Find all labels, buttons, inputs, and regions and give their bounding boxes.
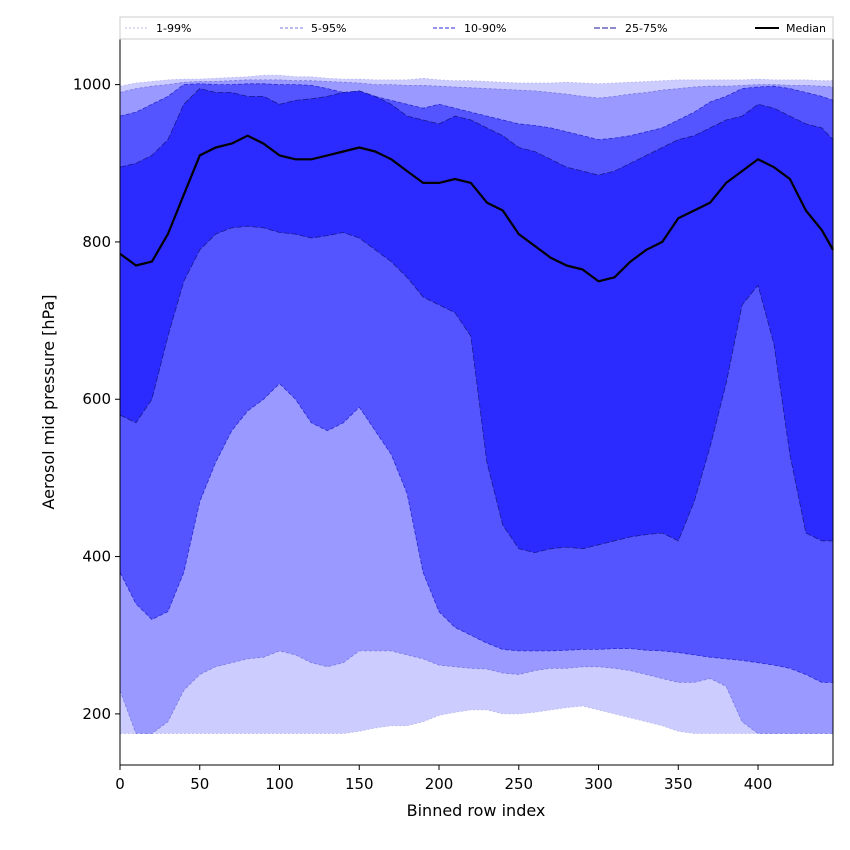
x-tick-label: 300 (584, 775, 613, 793)
band-25-75% (120, 88, 833, 553)
legend-label: Median (786, 22, 826, 35)
median-line (119, 134, 834, 283)
legend-frame (119, 16, 834, 40)
y-axis-label: Aerosol mid pressure [hPa] (39, 294, 58, 509)
median-layer (119, 134, 834, 283)
x-tick-label: 0 (115, 775, 125, 793)
band-upper-25-75% (119, 88, 834, 176)
legend-label: 10-90% (464, 22, 506, 35)
x-tick-label: 400 (744, 775, 773, 793)
legend-label: 5-95% (311, 22, 346, 35)
x-axis-label: Binned row index (407, 801, 546, 820)
x-tick-label: 250 (504, 775, 533, 793)
y-axis-ticks: 200 400 600 800 1000 (73, 76, 120, 723)
y-tick-label: 600 (82, 390, 111, 408)
legend-label: 25-75% (625, 22, 667, 35)
y-tick-label: 800 (82, 233, 111, 251)
band-upper-10-90% (119, 83, 834, 141)
band-upper-5-95% (119, 79, 834, 99)
plot-areas (119, 74, 834, 734)
band-upper-1-99% (119, 74, 833, 87)
y-tick-label: 200 (82, 705, 111, 723)
x-tick-label: 200 (425, 775, 454, 793)
band-lower-1-99% (120, 705, 833, 734)
y-tick-label: 1000 (73, 76, 111, 94)
x-axis-ticks: 0 50 100 150 200 250 300 350 400 (115, 765, 772, 793)
x-tick-label: 350 (664, 775, 693, 793)
band-lower-5-95% (119, 650, 833, 734)
legend: 1-99% 5-95% 10-90% 25-75% Median (119, 16, 834, 40)
x-tick-label: 100 (265, 775, 294, 793)
x-tick-label: 150 (345, 775, 374, 793)
y-tick-label: 400 (82, 548, 111, 566)
band-lower-25-75% (119, 225, 833, 554)
legend-label: 1-99% (156, 22, 191, 35)
x-tick-label: 50 (190, 775, 209, 793)
band-lower-10-90% (119, 382, 833, 683)
